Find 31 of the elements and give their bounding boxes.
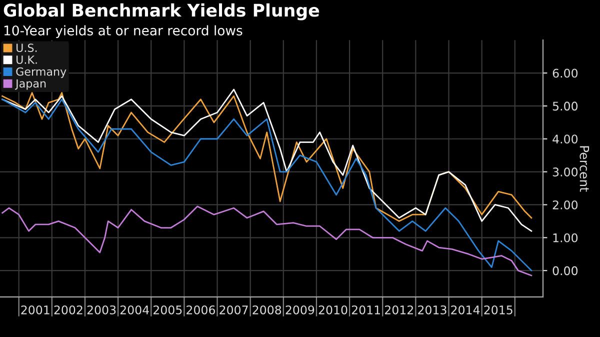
x-tick-label: 2015 — [484, 305, 512, 314]
y-tick-label: 0.00 — [552, 266, 578, 276]
x-tick-label: 2013 — [418, 305, 446, 314]
legend-label: U.K. — [16, 56, 37, 64]
x-tick-label: 2002 — [54, 305, 82, 314]
legend-label: Germany — [16, 67, 66, 78]
y-axis-title: Percent — [580, 146, 590, 192]
y-tick-label: 1.00 — [553, 233, 578, 242]
x-tick-label: 2004 — [120, 305, 149, 314]
x-tick-label: 2001 — [21, 305, 50, 314]
y-tick-label: 6.00 — [552, 68, 578, 78]
x-tick-label: 2007 — [220, 305, 248, 314]
x-tick-label: 2012 — [384, 305, 413, 314]
chart-subtitle: 10-Year yields at or near record lows — [4, 25, 242, 38]
x-tick-label: 2009 — [286, 305, 314, 314]
y-tick-label: 4.00 — [552, 134, 578, 144]
legend-label: Japan — [14, 79, 46, 90]
legend-label: U.S. — [16, 44, 37, 52]
line-series — [2, 98, 532, 272]
chart-title: Global Benchmark Yields Plunge — [4, 3, 320, 20]
x-tick-label: 2006 — [186, 305, 216, 314]
x-tick-label: 2014 — [451, 305, 480, 314]
x-tick-label: 2010 — [318, 305, 348, 314]
x-tick-label: 2011 — [352, 305, 380, 314]
x-tick-label: 2005 — [154, 305, 182, 314]
y-tick-label: 3.00 — [552, 168, 578, 176]
x-tick-label: 2003 — [87, 305, 116, 314]
x-tick-label: 2008 — [252, 305, 282, 314]
y-tick-label: 2.00 — [552, 200, 578, 210]
y-tick-label: 5.00 — [552, 102, 578, 111]
line-series — [2, 206, 532, 276]
